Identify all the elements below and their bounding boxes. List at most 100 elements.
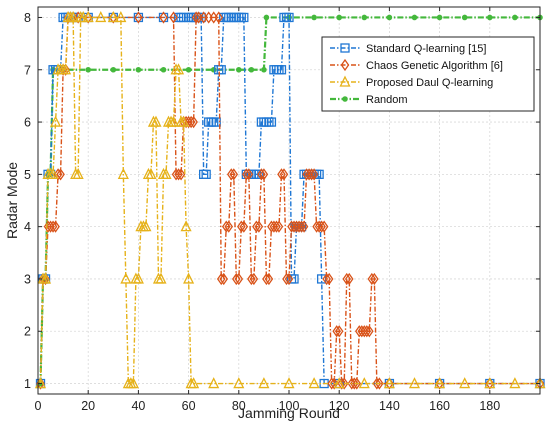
legend-marker — [339, 75, 351, 87]
data-point — [484, 377, 496, 389]
data-point — [307, 168, 316, 181]
data-point — [262, 272, 271, 286]
data-point — [282, 272, 291, 286]
data-point — [47, 167, 59, 180]
data-point — [67, 11, 79, 23]
data-point — [189, 115, 198, 129]
data-point — [372, 377, 382, 390]
data-point — [254, 169, 264, 180]
data-point — [284, 272, 294, 286]
data-point — [352, 377, 362, 390]
data-point — [53, 168, 63, 181]
data-point — [327, 377, 336, 390]
data-point — [324, 272, 334, 286]
data-point — [224, 220, 234, 233]
data-point — [219, 272, 229, 286]
data-point — [247, 272, 256, 286]
data-point — [56, 168, 65, 181]
data-point — [174, 168, 183, 181]
data-point — [336, 14, 343, 21]
legend-marker — [340, 58, 350, 72]
data-point — [264, 272, 274, 286]
data-point — [160, 66, 167, 73]
data-point — [252, 220, 261, 233]
y-tick-label: 2 — [24, 325, 31, 339]
data-point — [51, 220, 60, 233]
data-point — [237, 220, 246, 233]
data-point — [50, 115, 62, 127]
data-point — [277, 168, 286, 181]
data-point — [263, 14, 270, 21]
legend-entry: Standard Q-learning [15] — [330, 43, 486, 55]
data-point — [244, 168, 254, 181]
series-line — [39, 16, 540, 385]
x-tick-label: 180 — [479, 399, 500, 413]
legend: Standard Q-learning [15] Chaos Genetic Al… — [321, 36, 535, 112]
data-point — [155, 272, 167, 284]
data-point — [339, 377, 349, 390]
data-point — [135, 66, 142, 73]
data-point — [178, 115, 190, 127]
data-point — [434, 377, 446, 389]
data-point — [234, 272, 244, 286]
data-point — [329, 377, 339, 390]
data-point — [229, 168, 239, 181]
data-point — [214, 11, 224, 24]
data-point — [239, 12, 249, 23]
data-point — [367, 272, 377, 286]
y-tick-label: 3 — [24, 272, 31, 286]
data-point — [127, 377, 139, 389]
data-point — [274, 220, 284, 233]
data-point — [436, 14, 443, 21]
data-point — [167, 115, 180, 127]
data-point — [201, 169, 211, 180]
data-point — [140, 220, 152, 232]
x-axis-label: Jamming Round — [238, 405, 340, 421]
x-tick-label: 80 — [232, 399, 246, 413]
data-point — [279, 168, 289, 181]
data-point — [248, 66, 255, 73]
data-point — [60, 63, 72, 75]
data-point — [311, 14, 317, 21]
data-point — [115, 11, 127, 23]
data-point — [459, 377, 471, 389]
data-point — [233, 377, 245, 389]
data-point — [299, 220, 309, 233]
data-point — [107, 11, 119, 23]
data-point — [185, 66, 192, 73]
data-point — [375, 377, 384, 390]
data-point — [221, 220, 231, 233]
data-point — [487, 14, 493, 21]
data-point — [110, 66, 117, 73]
x-tick-label: 60 — [182, 399, 196, 413]
data-point — [159, 11, 168, 24]
data-point — [297, 220, 306, 233]
data-point — [134, 11, 143, 24]
data-point — [383, 377, 395, 389]
data-point — [334, 325, 344, 338]
y-tick-label: 1 — [24, 377, 31, 391]
data-point — [333, 377, 345, 389]
series-triangle-group — [34, 11, 546, 389]
data-point — [145, 167, 157, 180]
data-point — [361, 14, 368, 21]
data-point — [85, 66, 91, 73]
x-tick-label: 40 — [131, 399, 145, 413]
x-tick-label: 20 — [81, 399, 95, 413]
y-tick-label: 7 — [24, 63, 31, 77]
data-point — [242, 168, 251, 181]
data-point — [411, 14, 418, 21]
data-point — [284, 12, 294, 23]
x-tick-label: 0 — [35, 399, 42, 413]
data-point — [272, 220, 281, 233]
data-point — [370, 272, 379, 286]
data-point — [408, 377, 421, 389]
data-point — [188, 377, 200, 389]
data-point — [208, 377, 220, 389]
data-point — [512, 14, 518, 21]
legend-entry: Chaos Genetic Algorithm [6] — [330, 58, 503, 72]
legend-label: Chaos Genetic Algorithm [6] — [366, 60, 503, 72]
data-point — [266, 117, 277, 127]
legend-marker — [340, 43, 350, 53]
